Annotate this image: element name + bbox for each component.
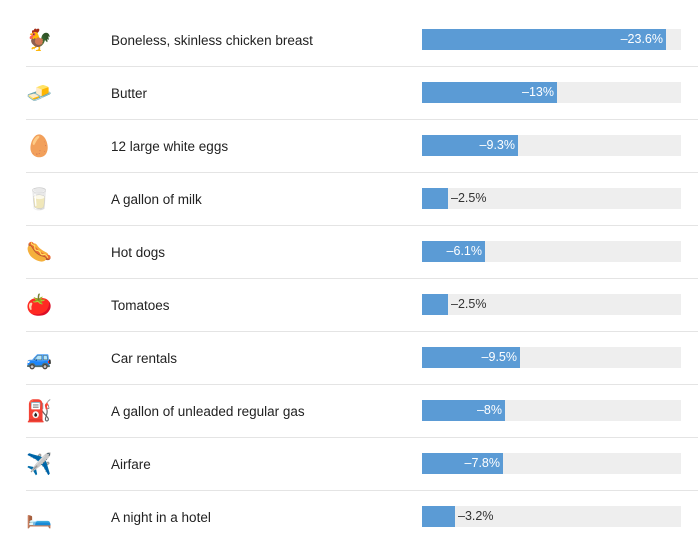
- value-label: –7.8%: [464, 456, 500, 470]
- value-label: –6.1%: [446, 244, 482, 258]
- value-label: –3.2%: [458, 509, 494, 523]
- fuel-pump-icon: ⛽: [26, 400, 53, 423]
- chart-row: ✈️ Airfare –7.8%: [26, 438, 698, 491]
- value-label: –23.6%: [620, 32, 663, 46]
- chart-row: 🍅 Tomatoes –2.5%: [26, 279, 698, 332]
- chart-row: 🚙 Car rentals –9.5%: [26, 332, 698, 385]
- bar-track: –7.8%: [422, 453, 681, 474]
- category-label: A night in a hotel: [111, 510, 211, 525]
- bar-track: –2.5%: [422, 188, 681, 209]
- bar-track: –2.5%: [422, 294, 681, 315]
- car-icon: 🚙: [26, 347, 53, 370]
- bar: [422, 506, 455, 527]
- bar: [422, 29, 666, 50]
- milk-icon: 🥛: [26, 188, 53, 211]
- chart-row: 🌭 Hot dogs –6.1%: [26, 226, 698, 279]
- bar-track: –13%: [422, 82, 681, 103]
- bar: [422, 135, 518, 156]
- category-label: A gallon of milk: [111, 192, 202, 207]
- bed-icon: 🛏️: [26, 506, 53, 529]
- bar-track: –9.5%: [422, 347, 681, 368]
- chart-row: 🛏️ A night in a hotel –3.2%: [26, 491, 698, 544]
- value-label: –2.5%: [451, 191, 487, 205]
- category-label: A gallon of unleaded regular gas: [111, 404, 305, 419]
- category-label: Hot dogs: [111, 245, 166, 260]
- chart-row: 🥛 A gallon of milk –2.5%: [26, 173, 698, 226]
- value-label: –8%: [476, 403, 502, 417]
- bar: [422, 400, 505, 421]
- category-label: Butter: [111, 86, 148, 101]
- bar: [422, 188, 448, 209]
- category-label: Tomatoes: [111, 298, 170, 313]
- bar-track: –23.6%: [422, 29, 681, 50]
- chart-row: 🥚 12 large white eggs –9.3%: [26, 120, 698, 173]
- tomato-icon: 🍅: [26, 294, 53, 317]
- bar-track: –8%: [422, 400, 681, 421]
- value-label: –9.3%: [479, 138, 515, 152]
- category-label: 12 large white eggs: [111, 139, 229, 154]
- bar-track: –6.1%: [422, 241, 681, 262]
- hot-dog-icon: 🌭: [26, 241, 53, 264]
- value-label: –2.5%: [451, 297, 487, 311]
- chart-row: ⛽ A gallon of unleaded regular gas –8%: [26, 385, 698, 438]
- bar: [422, 453, 503, 474]
- chart-row: 🧈 Butter –13%: [26, 67, 698, 120]
- category-label: Boneless, skinless chicken breast: [111, 33, 313, 48]
- chart-row: 🐓 Boneless, skinless chicken breast –23.6%: [26, 14, 698, 67]
- bar: [422, 82, 557, 103]
- value-label: –13%: [522, 85, 554, 99]
- butter-icon: 🧈: [26, 82, 53, 105]
- value-label: –9.5%: [481, 350, 517, 364]
- bar: [422, 294, 448, 315]
- bar: [422, 241, 485, 262]
- bar-track: –3.2%: [422, 506, 681, 527]
- category-label: Car rentals: [111, 351, 178, 366]
- bar-track: –9.3%: [422, 135, 681, 156]
- egg-icon: 🥚: [26, 135, 53, 158]
- category-label: Airfare: [111, 457, 151, 472]
- airplane-icon: ✈️: [26, 453, 53, 476]
- chicken-icon: 🐓: [26, 29, 53, 52]
- bar: [422, 347, 520, 368]
